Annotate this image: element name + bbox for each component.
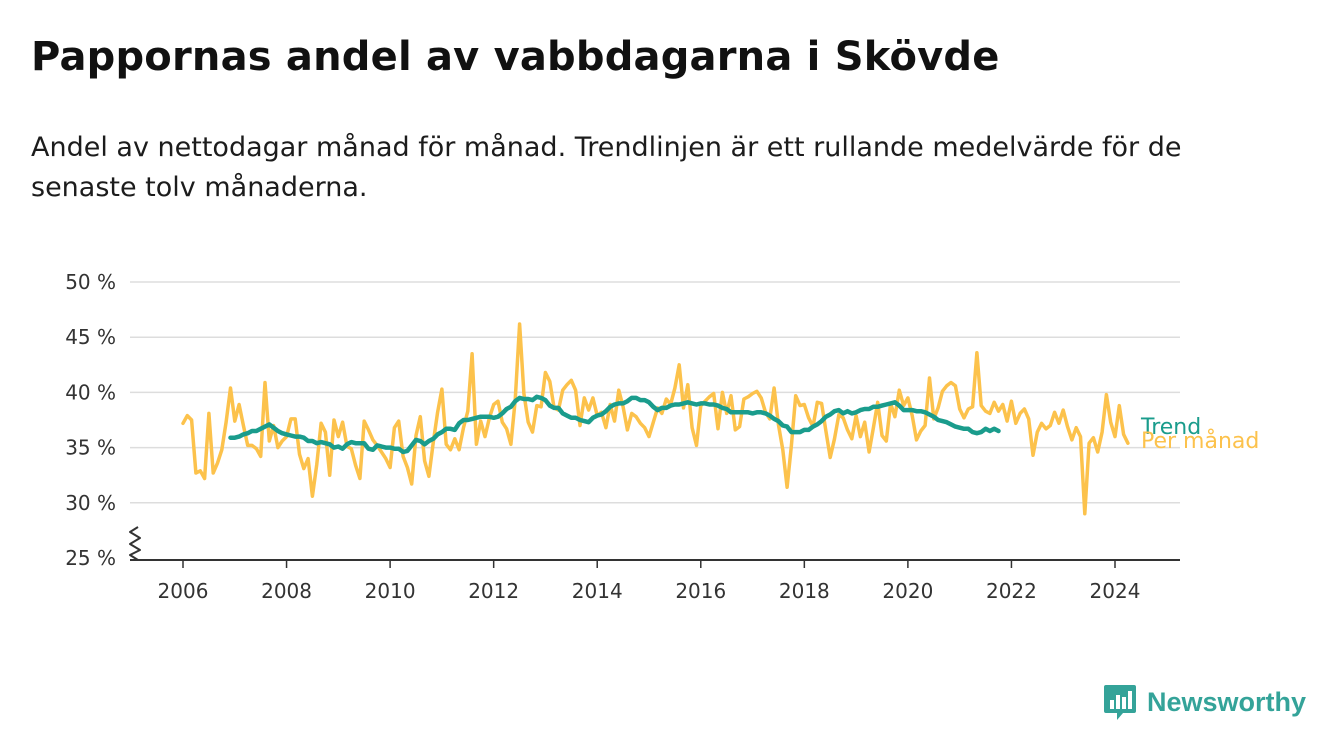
x-tick-label: 2018 [779, 579, 830, 603]
x-tick-label: 2012 [468, 579, 519, 603]
line-chart: 25 % 30 % 35 % 40 % 45 % 50 % 2006 2008 2010 2012… [65, 270, 1259, 603]
gridlines [130, 281, 1180, 504]
axis-break-icon [129, 526, 141, 561]
chart-subtitle: Andel av nettodagar månad för månad. Tre… [31, 132, 1182, 203]
newsworthy-logo-icon [1104, 685, 1136, 720]
x-tick-label: 2010 [365, 579, 416, 603]
series-line-trend [228, 394, 1001, 455]
x-tick-label: 2016 [675, 579, 726, 603]
y-tick-label: 25 % [65, 546, 116, 570]
series-lines [181, 322, 1130, 516]
brand-name: Newsworthy [1147, 686, 1307, 717]
x-tick-label: 2022 [986, 579, 1037, 603]
series-label-trend: Trend [1140, 415, 1201, 440]
x-tick-label: 2020 [882, 579, 933, 603]
x-tick-label: 2024 [1090, 579, 1141, 603]
y-tick-label: 30 % [65, 491, 116, 515]
x-tick-label: 2006 [158, 579, 209, 603]
newsworthy-logo[interactable]: Newsworthy [1103, 683, 1306, 721]
y-tick-label: 45 % [65, 325, 116, 349]
axes: 25 % 30 % 35 % 40 % 45 % 50 % 2006 2008 2010 2012… [65, 270, 1180, 603]
x-tick-label: 2014 [572, 579, 623, 603]
chart-title: Pappornas andel av vabbdagarna i Skövde [31, 34, 1000, 80]
x-tick-label: 2008 [261, 579, 312, 603]
y-tick-label: 50 % [65, 270, 116, 294]
y-tick-label: 40 % [65, 380, 116, 404]
series-label-per-manad: Per månad [1141, 428, 1259, 454]
y-tick-label: 35 % [65, 436, 116, 460]
series-line-per-manad [181, 322, 1130, 516]
